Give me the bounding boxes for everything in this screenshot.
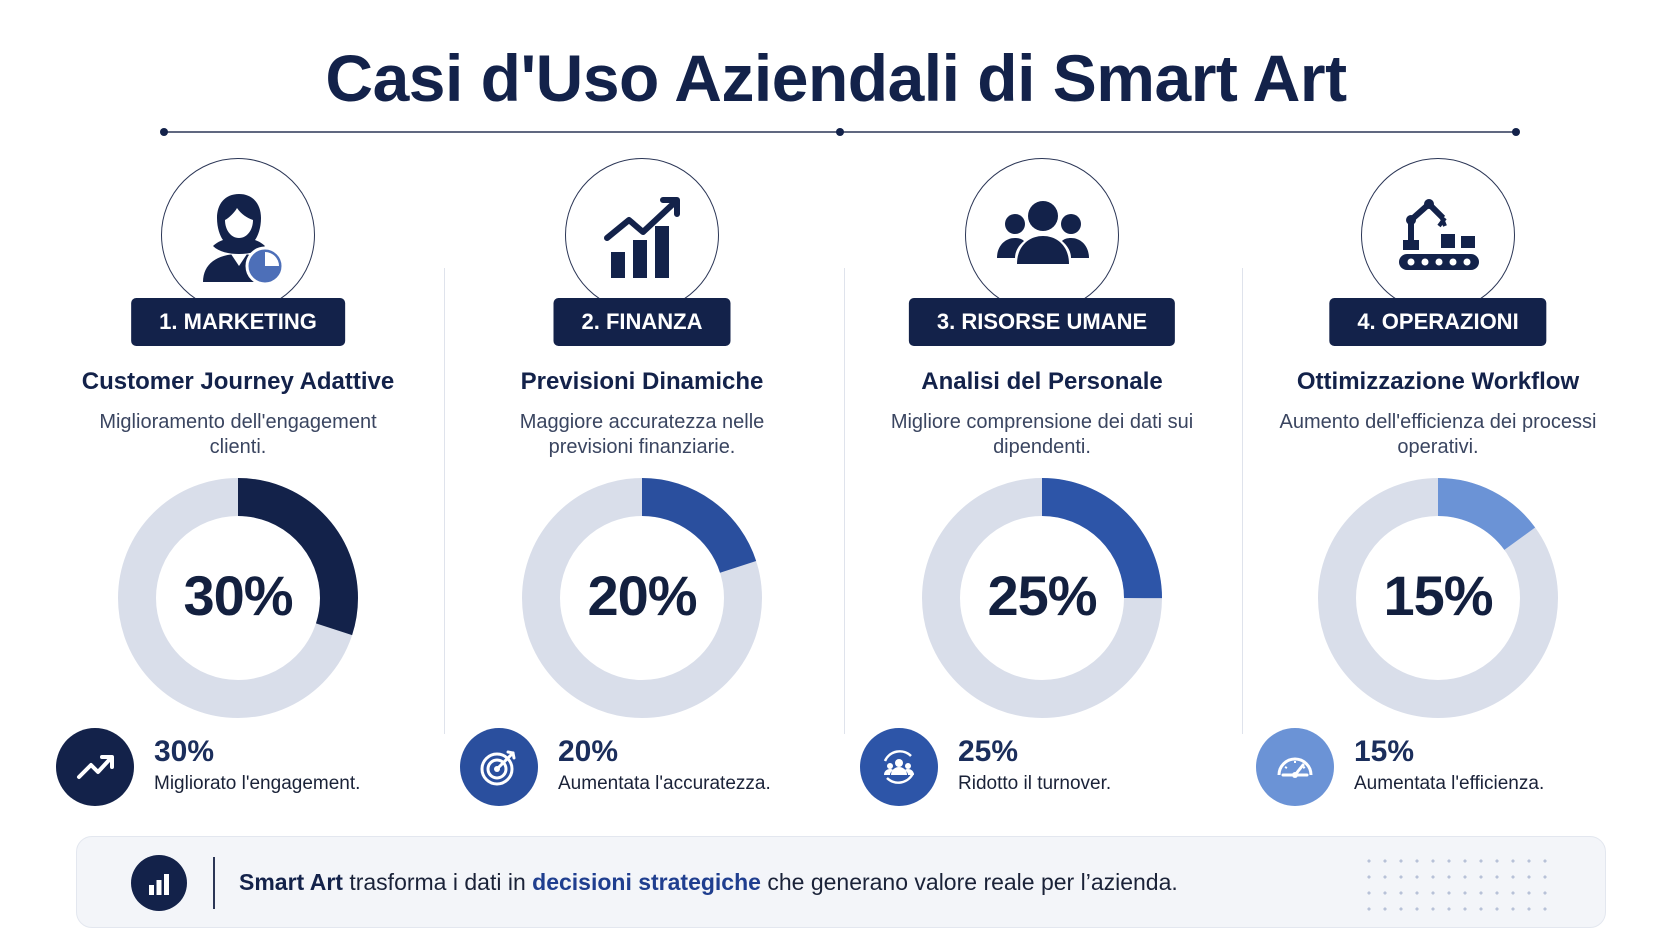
donut-arc: [922, 478, 1162, 718]
title-divider: [160, 128, 1520, 136]
column-divider: [1242, 268, 1243, 734]
footer-message: Smart Art trasforma i dati in decisioni …: [239, 869, 1178, 896]
donut-percent-label: 15%: [1383, 564, 1493, 627]
donut-arc: [522, 478, 762, 718]
donut-chart: [922, 478, 1162, 718]
donut-percent-label: 20%: [587, 564, 697, 627]
card-operazioni: 4. OPERAZIONI Ottimizzazione Workflow Au…: [1238, 0, 1638, 820]
card-subtitle: Customer Journey Adattive: [81, 368, 395, 395]
card-finanza: 2. FINANZA Previsioni Dinamiche Maggiore…: [442, 0, 842, 820]
column-divider: [844, 268, 845, 734]
growth-chart-icon: [565, 158, 719, 312]
team-cycle-icon: [860, 728, 938, 806]
footer-text-after: che generano valore reale per l’azienda.: [760, 869, 1178, 895]
card-description: Aumento dell'efficienza dei processi ope…: [1279, 411, 1597, 458]
tag-label: 1. MARKETING: [131, 298, 345, 346]
trend-up-icon: [56, 728, 134, 806]
user-chart-icon: [161, 158, 315, 312]
footer-divider: [213, 857, 215, 909]
stat-text: Aumentata l'accuratezza.: [558, 773, 771, 794]
card-description: Maggiore accuratezza nelle previsioni fi…: [519, 411, 765, 458]
card-risorse-umane: 3. RISORSE UMANE Analisi del Personale M…: [842, 0, 1242, 820]
stat-value: 20%: [558, 735, 619, 768]
card-description: Miglioramento dell'engagement clienti.: [99, 411, 377, 458]
column-divider: [444, 268, 445, 734]
tag-label: 2. FINANZA: [553, 298, 731, 346]
card-marketing: 1. MARKETING Customer Journey Adattive M…: [38, 0, 438, 820]
robot-conveyor-icon: [1361, 158, 1515, 312]
stat-value: 25%: [958, 735, 1019, 768]
stat-value: 15%: [1354, 735, 1415, 768]
footer-banner: Smart Art trasforma i dati in decisioni …: [76, 836, 1606, 928]
donut-arc: [1318, 478, 1558, 718]
donut-percent-label: 25%: [987, 564, 1097, 627]
footer-highlight: decisioni strategiche: [532, 869, 761, 895]
donut-chart: [1318, 478, 1558, 718]
donut-percent-label: 30%: [183, 564, 293, 627]
footer-brand: Smart Art: [239, 869, 343, 895]
footer-text-before: trasforma i dati in: [342, 869, 533, 895]
dot-pattern-decoration: [1361, 853, 1551, 915]
donut-chart: [522, 478, 762, 718]
tag-label: 4. OPERAZIONI: [1329, 298, 1547, 346]
stat-text: Migliorato l'engagement.: [154, 773, 361, 794]
bar-chart-icon: [131, 855, 187, 911]
card-subtitle: Ottimizzazione Workflow: [1296, 368, 1580, 395]
stat-text: Ridotto il turnover.: [958, 773, 1112, 794]
target-icon: [460, 728, 538, 806]
speedometer-icon: [1256, 728, 1334, 806]
page-title: Casi d'Uso Aziendali di Smart Art: [325, 41, 1347, 115]
donut-chart: [118, 478, 358, 718]
team-icon: [965, 158, 1119, 312]
card-subtitle: Analisi del Personale: [921, 368, 1163, 395]
tag-label: 3. RISORSE UMANE: [908, 298, 1176, 346]
stat-value: 30%: [154, 735, 215, 768]
card-subtitle: Previsioni Dinamiche: [520, 368, 764, 395]
stat-text: Aumentata l'efficienza.: [1354, 773, 1545, 794]
card-description: Migliore comprensione dei dati sui dipen…: [890, 411, 1194, 458]
donut-arc: [118, 478, 358, 718]
